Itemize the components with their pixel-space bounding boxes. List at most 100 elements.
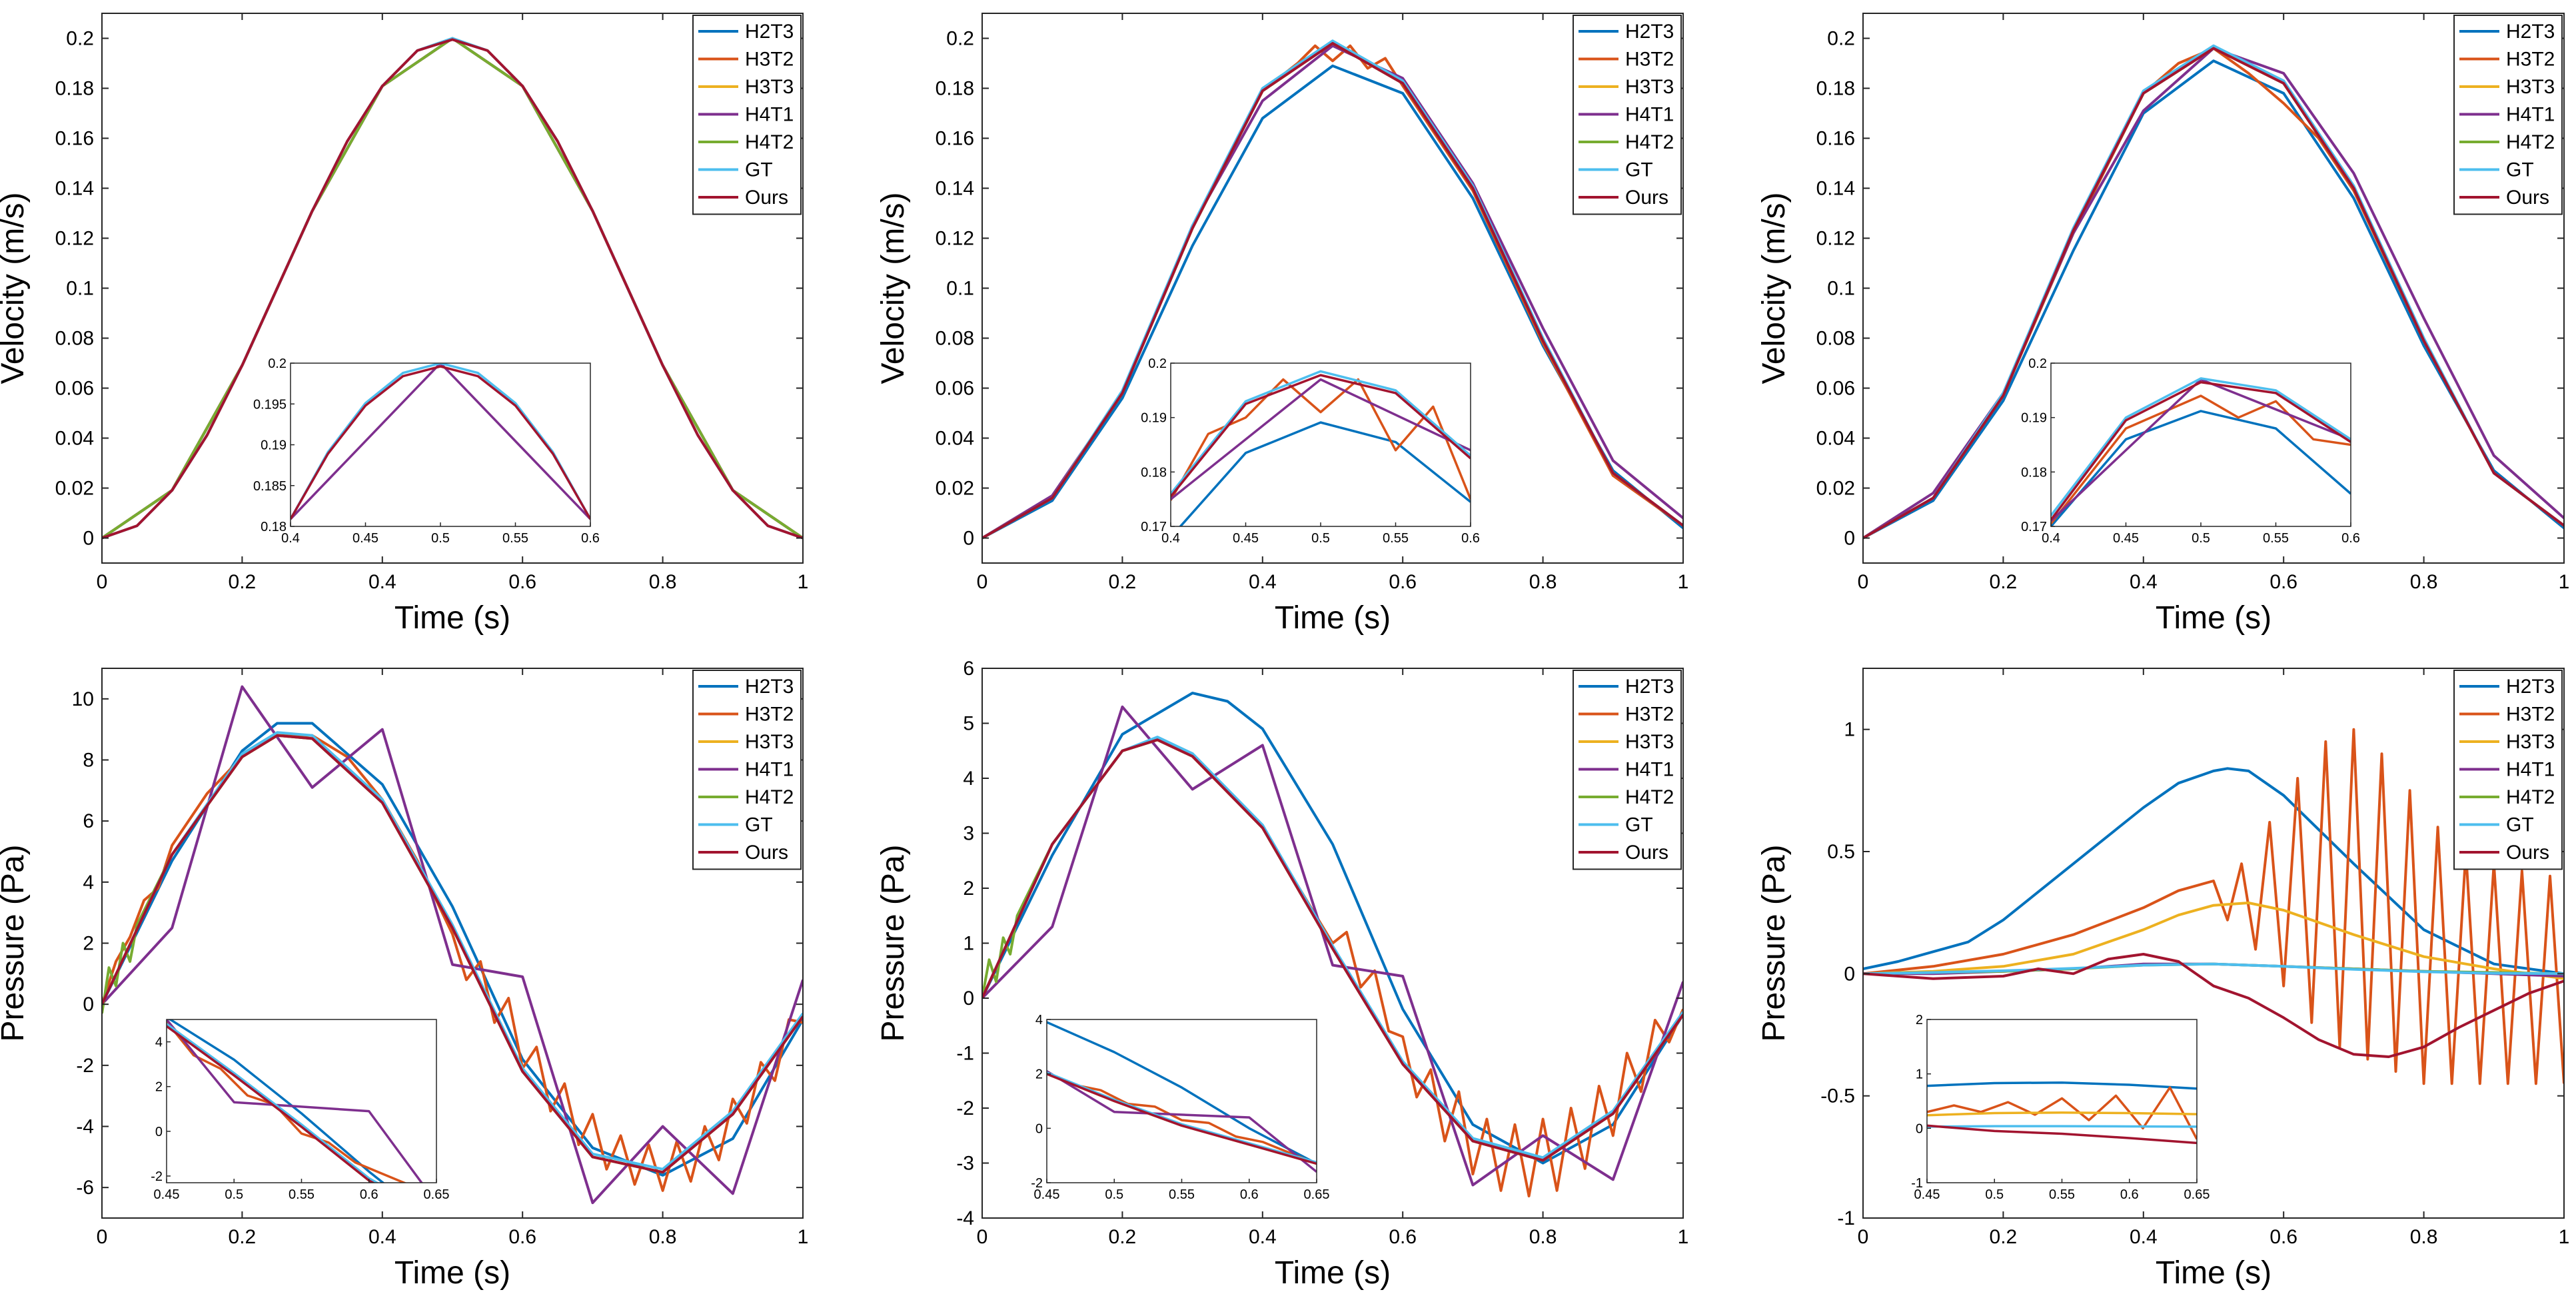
- y-tick-label: 1: [1844, 719, 1855, 741]
- legend-entry-h3t2: H3T2: [745, 704, 794, 726]
- y-tick-label: 1: [963, 933, 974, 955]
- y-tick-label: 0: [1844, 528, 1855, 550]
- inset-area: [291, 363, 590, 526]
- inset-y-tick-label: 0.195: [253, 397, 287, 412]
- y-tick-label: 0: [963, 987, 974, 1009]
- legend: H2T3 H3T2 H3T3 H4T1 H4T2 GT Ours: [1573, 15, 1682, 215]
- chart-panel-row2-col3: 0 0.2 0.4 0.6 0.8 1 -1 -0.5 0 0.5 1 Time (s) Pressur…: [1756, 668, 2569, 1291]
- x-tick-label: 1: [1678, 1226, 1689, 1248]
- inset-zoom: 0.45 0.5 0.55 0.6 0.65 -2 0 2 4: [1031, 1013, 1329, 1202]
- inset-x-tick-label: 0.45: [1914, 1187, 1940, 1202]
- x-tick-label: 0: [97, 1226, 108, 1248]
- y-tick-label: 0.14: [936, 178, 974, 200]
- inset-line-h3t3: [1927, 1111, 2197, 1117]
- series-line-gt: [1863, 962, 2564, 975]
- inset-x-tick-label: 0.5: [225, 1187, 243, 1202]
- x-tick-label: 0.2: [229, 571, 257, 593]
- inset-x-tick-label: 0.4: [1161, 531, 1180, 546]
- inset-zoom: 0.4 0.45 0.5 0.55 0.6 0.17 0.18 0.19 0.2: [1141, 356, 1480, 546]
- inset-y-tick-label: -2: [151, 1169, 163, 1184]
- inset-y-tick-label: 0.2: [268, 356, 287, 371]
- legend-entry-h3t2: H3T2: [2506, 704, 2555, 726]
- y-tick-label: 3: [963, 823, 974, 845]
- y-tick-label: 0.06: [936, 378, 974, 400]
- y-tick-label: 2: [83, 933, 94, 955]
- series-line-ours: [102, 38, 803, 540]
- inset-line-h2t3: [1047, 1021, 1317, 1165]
- series-group: [982, 692, 1683, 1197]
- inset-x-tick-label: 0.55: [2049, 1187, 2075, 1202]
- y-tick-label: 0.18: [1816, 78, 1855, 100]
- x-tick-label: 0: [1858, 1226, 1869, 1248]
- inset-line-h2t3: [168, 1019, 385, 1183]
- legend-entry-h4t1: H4T1: [2506, 759, 2555, 781]
- inset-line-gt: [1927, 1125, 2197, 1128]
- inset-y-tick-label: 0.19: [2021, 411, 2047, 426]
- y-tick-label: 0: [963, 528, 974, 550]
- x-tick-label: 1: [798, 1226, 809, 1248]
- inset-line-ours: [2051, 380, 2351, 521]
- inset-x-tick-label: 0.6: [1240, 1187, 1259, 1202]
- y-tick-label: -2: [76, 1055, 94, 1077]
- inset-y-tick-label: 2: [1035, 1067, 1043, 1082]
- series-line-h3t2: [1863, 728, 2564, 1085]
- inset-line-h2t3: [2051, 410, 2351, 526]
- legend-entry-h3t2: H3T2: [1625, 49, 1674, 71]
- inset-x-tick-label: 0.5: [1105, 1187, 1123, 1202]
- y-tick-label: -6: [76, 1177, 94, 1199]
- inset-x-tick-label: 0.55: [289, 1187, 315, 1202]
- legend-entry-h3t3: H3T3: [745, 76, 794, 98]
- inset-x-tick-label: 0.45: [352, 531, 378, 546]
- inset-y-tick-label: 4: [1035, 1013, 1043, 1027]
- x-tick-label: 0: [1858, 571, 1869, 593]
- inset-x-tick-label: 0.5: [431, 531, 450, 546]
- x-tick-label: 0.6: [1389, 1226, 1417, 1248]
- chart-panel-row1-col3: 0 0.2 0.4 0.6 0.8 1 0 0.02 0.04 0.06 0.08 0.1 0.12 0.…: [1756, 13, 2569, 636]
- series-line-h3t3: [1863, 902, 2564, 980]
- y-tick-label: -0.5: [1820, 1085, 1855, 1107]
- y-tick-label: 2: [963, 878, 974, 900]
- y-tick-label: 0.18: [55, 78, 94, 100]
- inset-x-tick-label: 0.4: [281, 531, 300, 546]
- series-group: [102, 37, 803, 540]
- y-tick-label: 0.5: [1827, 841, 1855, 863]
- inset-y-tick-label: 4: [155, 1035, 163, 1050]
- y-tick-label: 0.06: [55, 378, 94, 400]
- inset-y-tick-label: 0: [1035, 1121, 1043, 1136]
- inset-series-group: [1171, 370, 1471, 526]
- x-tick-label: 0.8: [1529, 571, 1557, 593]
- x-tick-label: 0: [97, 571, 108, 593]
- x-tick-label: 0.2: [229, 1226, 257, 1248]
- chart-panel-row1-col2: 0 0.2 0.4 0.6 0.8 1 0 0.02 0.04 0.06 0.08 0.1 0.12 0.…: [876, 13, 1688, 636]
- y-tick-label: 0.16: [1816, 128, 1855, 150]
- legend: H2T3 H3T2 H3T3 H4T1 H4T2 GT Ours: [2453, 670, 2563, 870]
- x-tick-label: 0.8: [2410, 571, 2438, 593]
- inset-line-gt: [167, 1023, 380, 1183]
- x-axis-label: Time (s): [1275, 600, 1391, 636]
- inset-y-tick-label: -1: [1911, 1176, 1923, 1191]
- inset-series-group: [291, 363, 590, 520]
- y-tick-label: 4: [83, 872, 94, 894]
- x-axis-label: Time (s): [394, 1255, 510, 1291]
- legend-entry-h4t2: H4T2: [2506, 786, 2555, 808]
- legend-entry-h2t3: H2T3: [745, 21, 794, 43]
- y-tick-label: 0.1: [946, 278, 974, 300]
- y-tick-label: 0.12: [1816, 228, 1855, 250]
- legend-entry-h2t3: H2T3: [2506, 21, 2555, 43]
- y-tick-label: 0.08: [936, 328, 974, 350]
- inset-line-ours: [1927, 1124, 2197, 1145]
- series-line-ours: [982, 738, 1683, 1162]
- y-tick-label: 0: [83, 993, 94, 1015]
- x-tick-label: 1: [1678, 571, 1689, 593]
- y-tick-label: -4: [956, 1207, 974, 1229]
- inset-y-tick-label: 0.2: [2028, 356, 2047, 371]
- inset-y-tick-label: 0.19: [1141, 411, 1167, 426]
- legend-entry-gt: GT: [745, 814, 773, 836]
- x-tick-label: 0.4: [1249, 1226, 1277, 1248]
- legend-entry-h3t3: H3T3: [1625, 76, 1674, 98]
- inset-x-tick-label: 0.6: [2120, 1187, 2139, 1202]
- legend-entry-h4t2: H4T2: [745, 131, 794, 153]
- y-tick-label: 6: [83, 810, 94, 832]
- legend: H2T3 H3T2 H3T3 H4T1 H4T2 GT Ours: [692, 670, 802, 870]
- y-tick-label: 0.2: [1827, 28, 1855, 50]
